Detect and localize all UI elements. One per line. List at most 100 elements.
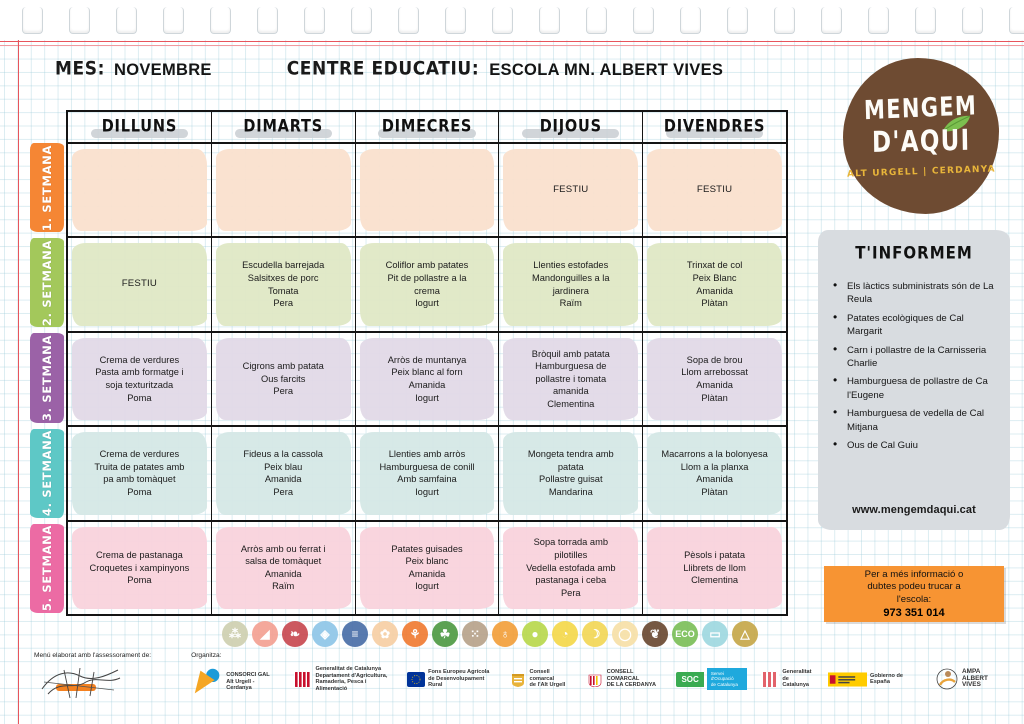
logo-line-3: ALT URGELL | CERDANYA — [846, 163, 996, 180]
day-header-dimarts: DIMARTS — [212, 112, 356, 142]
month-label: MES: — [55, 57, 105, 80]
cell-background-blob — [72, 432, 207, 515]
week-tab-4: 4. SETMANA — [30, 428, 64, 518]
menu-cell-w1-d2[interactable] — [212, 144, 356, 237]
menu-text: Llenties estofades Mandonguilles a la ja… — [532, 260, 610, 309]
cell-background-blob — [359, 337, 495, 421]
footer-logo-label: Generalitat de Catalunya Departament d'A… — [315, 666, 388, 692]
spiral-hole — [633, 6, 654, 34]
spiral-hole — [351, 6, 372, 34]
menu-body: FESTIU FESTIU FESTIU Escudella barrejada Sa… — [68, 144, 786, 615]
week-tab-5: 5. SETMANA — [30, 523, 64, 614]
banana-icon: ☽ — [582, 621, 608, 647]
spiral-hole — [210, 6, 231, 34]
menu-text: Bròquil amb patata Hamburguesa de pollas… — [531, 348, 610, 409]
pasta-icon: ≡ — [342, 621, 368, 647]
mengem-daqui-logo: MENGEM D'AQUI ALT URGELL | CERDANYA — [843, 58, 999, 214]
cell-background-blob — [359, 243, 495, 326]
menu-cell-w3-d5[interactable]: Sopa de brou Llom arrebossat Amanida Plà… — [643, 333, 786, 425]
spiral-hole — [116, 6, 137, 34]
menu-cell-w3-d4[interactable]: Bròquil amb patata Hamburguesa de pollas… — [499, 332, 644, 426]
menu-cell-w4-d1[interactable]: Crema de verdures Truita de patates amb … — [68, 427, 212, 520]
header-highlight — [378, 129, 476, 138]
menu-cell-w1-d3[interactable] — [356, 144, 500, 237]
info-panel-title: T'INFORMEM — [855, 242, 973, 264]
footer-logo-generalitat-agri: Generalitat de Catalunya Departament d'A… — [294, 666, 393, 692]
spiral-hole — [163, 6, 184, 34]
organiser-block: Organitza: CONSORCI GAL Alt Urgell - Cer… — [191, 652, 278, 698]
cell-background-blob — [647, 337, 782, 421]
menu-cell-w2-d4[interactable]: Llenties estofades Mandonguilles a la ja… — [499, 238, 644, 331]
menu-cell-w4-d2[interactable]: Fideus a la cassola Peix blau Amanida Pe… — [212, 427, 356, 520]
page-header: MES: NOVEMBRE CENTRE EDUCATIU: ESCOLA MN… — [55, 57, 815, 104]
menu-text: Trinxat de col Peix Blanc Amanida Plàtan — [686, 260, 743, 309]
eu-flag-icon — [407, 671, 426, 687]
ampa-icon — [936, 668, 958, 690]
footer-logo-consorci: CONSORCI GAL Alt Urgell - Cerdanya — [191, 666, 278, 698]
menu-cell-w5-d2[interactable]: Arròs amb ou ferrat i salsa de tomàquet … — [212, 521, 356, 615]
advice-block: Menú elaborat amb l'assessorament de: — [34, 652, 151, 704]
menu-cell-w5-d4[interactable]: Sopa torrada amb pilotilles Vedella esto… — [499, 521, 644, 615]
menu-cell-w4-d4[interactable]: Mongeta tendra amb patata Pollastre guis… — [499, 427, 644, 520]
wheat-icon: ⚘ — [402, 621, 428, 647]
menu-cell-w2-d3[interactable]: Coliflor amb patates Pit de pollastre a … — [356, 238, 500, 331]
week-tab-label: 4. SETMANA — [40, 430, 55, 517]
menu-cell-w1-d1[interactable] — [68, 144, 212, 237]
footer-logo-label: CONSORCI GAL Alt Urgell - Cerdanya — [226, 672, 270, 692]
footer-logo-generalitat: Generalitat de Catalunya — [761, 669, 813, 689]
week-tab-label: 1. SETMANA — [40, 144, 55, 231]
margin-rule-top — [0, 41, 1024, 42]
generalitat-bars-icon — [761, 671, 780, 687]
meat-icon: ❧ — [282, 621, 308, 647]
spiral-hole — [492, 6, 513, 34]
menu-text: Macarrons a la bolonyesa Llom a la planx… — [661, 449, 768, 498]
day-header-dilluns: DILLUNS — [68, 112, 212, 142]
cell-background-blob — [503, 337, 639, 421]
menu-cell-w2-d2[interactable]: Escudella barrejada Salsitxes de porc To… — [212, 238, 356, 331]
generalitat-shield-icon — [294, 671, 313, 687]
cell-background-blob — [647, 526, 782, 610]
school-label: CENTRE EDUCATIU: — [286, 57, 480, 80]
cell-background-blob — [503, 149, 639, 232]
footer-logo-label: AMPA ALBERT VIVES — [962, 668, 988, 689]
menu-cell-w1-d4[interactable]: FESTIU — [499, 144, 644, 237]
menu-cell-w5-d5[interactable]: Pèsols i patata Llibrets de llom Clement… — [643, 522, 786, 614]
menu-cell-w1-d5[interactable]: FESTIU — [643, 144, 786, 236]
contact-phone-number[interactable]: 973 351 014 — [883, 607, 945, 620]
cell-background-blob — [359, 432, 495, 515]
soc-subtitle: Servei d'Ocupació de Catalunya — [706, 668, 748, 691]
spiral-hole — [539, 6, 560, 34]
week-tab-1: 1. SETMANA — [30, 143, 64, 233]
menu-cell-w3-d1[interactable]: Crema de verdures Pasta amb formatge i s… — [68, 332, 212, 426]
menu-cell-w4-d5[interactable]: Macarrons a la bolonyesa Llom a la planx… — [643, 427, 786, 519]
info-list-item: Ous de Cal Guiu — [832, 438, 998, 452]
website-url[interactable]: www.mengemdaqui.cat — [852, 504, 976, 516]
oil-icon: △ — [732, 621, 758, 647]
cell-background-blob — [359, 149, 495, 232]
spiral-hole — [821, 6, 842, 34]
footer-logo-label: Gobierno de España — [870, 672, 903, 686]
menu-cell-w3-d3[interactable]: Arròs de muntanya Peix blanc al forn Ama… — [356, 332, 500, 426]
menu-cell-w4-d3[interactable]: Llenties amb arròs Hamburguesa de conill… — [356, 427, 500, 520]
menu-cell-w5-d1[interactable]: Crema de pastanaga Croquetes i xampinyon… — [68, 521, 212, 615]
info-list-item: Hamburguesa de pollastre de Ca l'Eugene — [832, 374, 998, 402]
logo-line-2: D'AQUI — [871, 124, 971, 159]
school-value: ESCOLA MN. ALBERT VIVES — [489, 61, 724, 79]
info-item-list: Els làctics subministrats són de La Reul… — [832, 279, 998, 452]
spiral-hole — [680, 6, 701, 34]
footer-logo-alt-urgell: Consell comarcal de l'Alt Urgell — [509, 669, 572, 689]
menu-cell-w3-d2[interactable]: Cigrons amb patata Ous farcits Pera — [212, 332, 356, 426]
menu-cell-w5-d3[interactable]: Patates guisades Peix blanc Amanida Iogu… — [356, 521, 500, 615]
contact-box: Per a més informació o dubtes podeu truc… — [824, 566, 1004, 622]
leaf-icon — [942, 115, 971, 132]
menu-text: Mongeta tendra amb patata Pollastre guis… — [527, 449, 614, 498]
menu-cell-w2-d1[interactable]: FESTIU — [68, 238, 212, 331]
cell-background-blob — [503, 526, 639, 610]
nuts-icon: ⁙ — [462, 621, 488, 647]
cell-background-blob — [647, 243, 782, 326]
cell-background-blob — [215, 432, 351, 515]
eco-icon: ECO — [672, 621, 698, 647]
menu-text: Cigrons amb patata Ous farcits Pera — [242, 361, 324, 397]
menu-cell-w2-d5[interactable]: Trinxat de col Peix Blanc Amanida Plàtan — [643, 238, 786, 330]
week-row-2: FESTIU Escudella barrejada Salsitxes de p… — [68, 238, 786, 333]
